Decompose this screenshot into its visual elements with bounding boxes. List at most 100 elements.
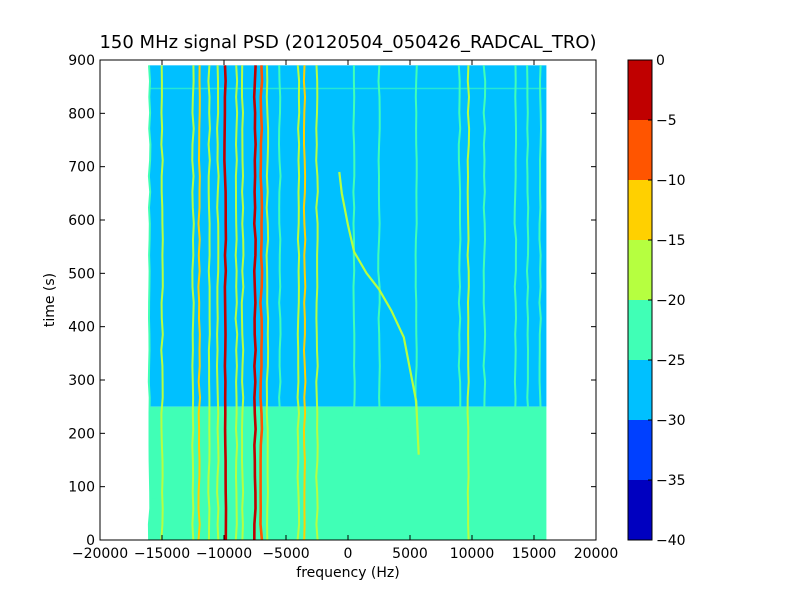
y-tick-label: 500 [68,266,95,282]
colorbar-tick-label: −25 [656,353,686,369]
noise-speckle [342,462,344,464]
noise-speckle [274,468,280,470]
noise-speckle [375,416,377,418]
noise-speckle [405,434,411,437]
noise-speckle [334,446,338,448]
noise-speckle [332,470,338,473]
noise-speckle [195,506,200,508]
noise-speckle [326,506,329,509]
noise-speckle [297,443,302,445]
noise-speckle [171,485,174,488]
noise-speckle [184,434,188,436]
noise-speckle [227,420,231,422]
y-axis-label: time (s) [42,273,58,327]
noise-speckle [220,530,222,532]
noise-speckle [360,424,365,426]
noise-speckle [318,492,321,494]
noise-speckle [261,430,266,432]
noise-speckle [366,487,372,489]
noise-speckle [274,408,281,410]
noise-speckle [354,532,358,535]
noise-speckle [332,444,335,446]
colorbar-segment [628,480,652,540]
noise-speckle [164,536,170,538]
noise-speckle [331,456,336,458]
noise-speckle [203,461,207,463]
noise-speckle [363,516,365,519]
noise-speckle [298,502,304,504]
noise-speckle [273,510,276,512]
noise-speckle [398,456,401,458]
noise-speckle [346,474,349,477]
carrier-line [352,65,356,540]
noise-speckle [317,509,322,511]
noise-speckle [385,458,387,460]
noise-speckle [284,535,289,537]
noise-speckle [309,486,311,488]
noise-speckle [339,469,345,471]
noise-speckle [359,485,363,487]
noise-speckle [312,419,315,421]
noise-speckle [369,509,372,511]
noise-speckle [239,482,243,484]
noise-speckle [179,416,182,419]
carrier-line [160,65,164,540]
noise-speckle [170,469,173,471]
noise-speckle [379,517,384,520]
y-tick-label: 900 [68,53,95,69]
carrier-line [482,65,487,540]
noise-speckle [351,483,353,485]
noise-speckle [185,450,191,452]
noise-speckle [291,516,294,519]
noise-speckle [341,460,347,463]
noise-speckle [272,453,277,455]
carrier-line [377,65,381,540]
noise-speckle [178,535,181,537]
noise-speckle [271,461,273,463]
noise-speckle [363,492,365,494]
noise-speckle [324,468,328,471]
noise-speckle [246,530,249,533]
noise-speckle [206,475,209,477]
noise-speckle [176,470,178,472]
noise-speckle [359,456,361,458]
x-tick-label: 15000 [512,546,557,562]
noise-speckle [247,507,251,509]
noise-speckle [300,490,303,493]
noise-speckle [220,500,225,502]
noise-speckle [257,425,262,427]
y-tick-label: 800 [68,106,95,122]
noise-speckle [181,538,183,540]
noise-speckle [203,487,208,489]
noise-speckle [221,427,223,429]
colorbar-segment [628,240,652,300]
noise-speckle [246,478,250,480]
x-tick-label: −10000 [196,546,252,562]
noise-speckle [355,522,360,524]
noise-speckle [229,434,235,436]
noise-speckle [349,535,352,538]
noise-speckle [393,468,398,470]
noise-speckle [248,510,252,512]
noise-speckle [172,532,174,534]
noise-speckle [151,496,157,499]
noise-speckle [354,481,359,483]
noise-speckle [207,536,214,538]
noise-speckle [254,486,261,488]
noise-speckle [333,443,336,445]
noise-speckle [161,450,168,452]
noise-speckle [221,411,224,413]
noise-speckle [358,461,365,464]
noise-speckle [151,506,155,508]
noise-speckle [376,427,379,429]
noise-speckle [314,428,317,430]
noise-speckle [319,440,326,442]
colorbar-tick-label: −5 [656,113,677,129]
noise-speckle [226,443,232,445]
noise-speckle [330,439,333,441]
noise-speckle [201,483,206,485]
doppler-sweep-line [338,171,420,455]
background-region [149,65,547,407]
colorbar-tick-label: −30 [656,413,686,429]
colorbar-segment [628,420,652,480]
